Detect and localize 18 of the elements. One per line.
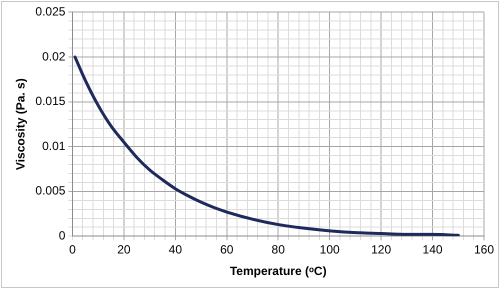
x-tick-label: 40 bbox=[168, 242, 182, 257]
x-tick-label: 140 bbox=[422, 242, 443, 257]
y-tick-label: 0.025 bbox=[35, 4, 66, 19]
y-tick-label: 0 bbox=[58, 228, 66, 243]
x-tick-label: 100 bbox=[320, 242, 340, 257]
y-axis-title: Viscosity (Pa. s) bbox=[14, 78, 28, 170]
y-tick-label: 0.015 bbox=[35, 94, 66, 108]
x-tick-label: 60 bbox=[220, 242, 234, 257]
y-tick-label: 0.01 bbox=[42, 138, 66, 153]
x-tick-label: 20 bbox=[117, 242, 131, 257]
x-tick-label: 120 bbox=[371, 242, 392, 257]
x-tick-label: 0 bbox=[69, 242, 76, 257]
x-tick-label: 80 bbox=[272, 242, 286, 257]
x-axis-title: Temperature (ᵒC) bbox=[230, 264, 327, 278]
line-series bbox=[74, 56, 460, 236]
y-tick-label: 0.005 bbox=[35, 184, 66, 198]
y-tick-label: 0.02 bbox=[42, 49, 66, 64]
x-tick-label: 160 bbox=[474, 242, 494, 257]
